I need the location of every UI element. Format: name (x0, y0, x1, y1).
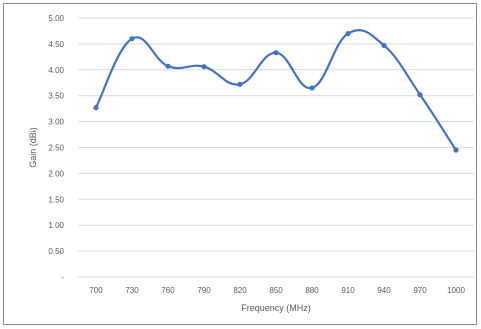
y-tick-label: 1.50 (48, 195, 64, 204)
x-tick-label: 850 (269, 286, 283, 295)
x-tick-label: 880 (305, 286, 319, 295)
y-tick-label: 2.00 (48, 169, 64, 178)
y-tick-label: 4.00 (48, 66, 64, 75)
x-tick-label: 970 (413, 286, 427, 295)
gain-series-line (94, 29, 458, 152)
x-axis-title: Frequency (MHz) (241, 303, 311, 313)
data-point (93, 105, 99, 111)
y-tick-label: 5.00 (48, 14, 64, 23)
gridlines (78, 17, 474, 278)
data-point (381, 42, 387, 49)
x-tick-label: 820 (233, 286, 247, 295)
data-point (417, 92, 423, 98)
x-tick-label: 910 (341, 286, 355, 295)
y-axis-title: Gain (dBi) (28, 127, 38, 168)
data-point (309, 85, 315, 91)
x-tick-label: 790 (197, 286, 211, 295)
data-point (345, 30, 351, 37)
y-tick-label: - (61, 273, 64, 282)
data-point (453, 147, 459, 153)
data-point (273, 50, 279, 56)
y-tick-label: 3.00 (48, 118, 64, 127)
x-tick-label: 700 (89, 286, 103, 295)
x-tick-label: 940 (377, 286, 391, 295)
y-tick-label: 2.50 (48, 144, 64, 153)
y-tick-label: 4.50 (48, 40, 64, 49)
data-point (201, 64, 207, 70)
y-axis-ticks: - 0.50 1.00 1.50 2.00 2.50 3.00 3.50 4.00 4.50 5.0… (48, 14, 64, 282)
data-point (165, 63, 171, 69)
x-tick-label: 760 (161, 286, 175, 295)
data-point (129, 36, 135, 42)
y-tick-label: 1.00 (48, 221, 64, 230)
gain-series-points (93, 30, 459, 153)
y-tick-label: 3.50 (48, 92, 64, 101)
x-tick-label: 1000 (447, 286, 465, 295)
x-tick-label: 730 (125, 286, 139, 295)
x-axis-ticks: 700 730 760 790 820 850 880 910 940 970 1000 (89, 286, 465, 295)
y-tick-label: 0.50 (48, 247, 64, 256)
data-point (237, 81, 243, 87)
chart-frame (3, 3, 477, 325)
